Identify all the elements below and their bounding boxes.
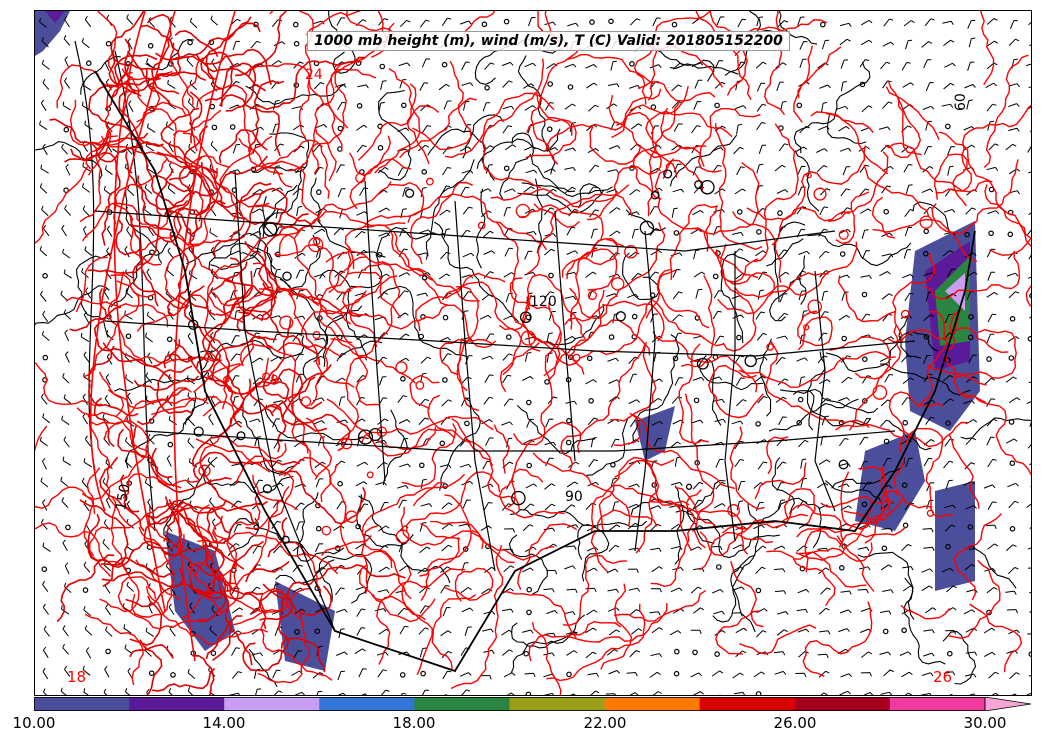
colorbar-segment — [319, 697, 415, 711]
contour-label-26: 26 — [933, 668, 952, 686]
contour-label-120: 120 — [530, 294, 557, 310]
colorbar-segment — [34, 697, 130, 711]
contour-label-90: 90 — [565, 489, 583, 505]
colorbar-tick-14: 14.00 — [202, 714, 246, 732]
colorbar-segment — [414, 697, 510, 711]
colorbar-segment — [699, 697, 796, 711]
colorbar-tick-26: 26.00 — [773, 714, 817, 732]
colorbar-tick-22: 22.00 — [583, 714, 627, 732]
colorbar-segment — [509, 697, 606, 711]
map-title: 1000 mb height (m), wind (m/s), T (C) Va… — [307, 31, 790, 51]
colorbar-segment — [129, 697, 225, 711]
contour-label-24: 24 — [305, 67, 323, 83]
colorbar-segment — [604, 697, 701, 711]
colorbar-tick-30: 30.00 — [963, 714, 1007, 732]
weather-map: 120 90 60 150 18 26 24 — [35, 11, 1031, 695]
colorbar-segment — [794, 697, 891, 711]
map-frame: 120 90 60 150 18 26 24 1000 mb height (m… — [34, 10, 1032, 696]
temperature-contours — [35, 11, 1031, 695]
colorbar-tick-10: 10.00 — [12, 714, 56, 732]
colorbar-segment — [224, 697, 320, 711]
contour-labels: 120 90 60 150 18 26 24 — [67, 67, 969, 686]
contour-label-18: 18 — [67, 668, 86, 686]
contour-label-150: 150 — [113, 483, 133, 512]
contour-label-60: 60 — [953, 93, 969, 111]
colorbar-tick-18: 18.00 — [392, 714, 436, 732]
state-borders — [94, 70, 976, 673]
colorbar-extend-arrow — [984, 697, 1032, 711]
wind-barbs — [39, 14, 1031, 695]
colorbar-segment — [889, 697, 986, 711]
colorbar — [34, 697, 1032, 711]
